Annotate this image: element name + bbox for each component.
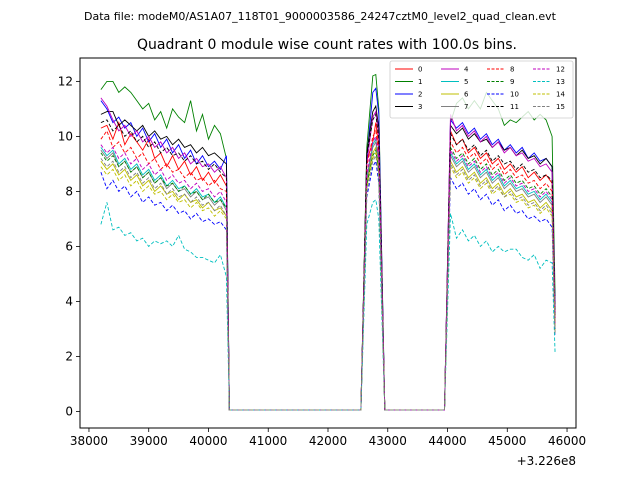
x-tick-label: 40000 [189,434,227,448]
series-line-5 [100,137,556,411]
chart-title: Quadrant 0 module wise count rates with … [137,37,517,53]
x-tick-label: 38000 [70,434,108,448]
x-axis: 38000 39000 40000 41000 42000 43000 44000 45000… [70,428,586,448]
series-line-0 [100,121,556,411]
series-line-4 [100,97,556,411]
legend-label-3: 3 [418,103,422,111]
series-line-3 [100,104,556,411]
x-tick-label: 44000 [428,434,466,448]
legend-label-6: 6 [464,91,469,99]
legend-label-9: 9 [510,78,514,86]
legend-box [389,60,574,119]
y-tick-label: 12 [58,74,73,88]
y-tick-label: 8 [65,184,73,198]
series-layer [100,73,556,411]
x-offset-label: +3.226e8 [517,454,576,468]
legend-label-1: 1 [418,78,422,86]
legend-label-8: 8 [510,66,514,74]
series-line-10 [100,159,556,411]
x-tick-label: 41000 [249,434,287,448]
x-tick-label: 46000 [548,434,586,448]
y-tick-label: 10 [58,129,73,143]
x-tick-label: 42000 [309,434,347,448]
series-line-11 [100,112,556,411]
series-line-1 [100,73,556,411]
legend-label-11: 11 [510,103,519,111]
legend-label-14: 14 [556,91,565,99]
y-tick-label: 4 [65,294,73,308]
legend-label-4: 4 [464,66,469,74]
legend-label-10: 10 [510,91,519,99]
series-line-13 [100,198,556,411]
legend-label-15: 15 [556,103,565,111]
x-tick-label: 45000 [488,434,526,448]
y-tick-label: 2 [65,349,73,363]
y-tick-label: 6 [65,239,73,253]
series-line-12 [100,134,556,411]
legend-label-0: 0 [418,66,422,74]
y-axis: 0 2 4 6 8 10 12 [58,74,80,418]
legend-label-7: 7 [464,103,468,111]
series-line-15 [100,154,556,411]
x-tick-label: 39000 [130,434,168,448]
legend-label-12: 12 [556,66,565,74]
legend-label-5: 5 [464,78,468,86]
plot-area [100,73,556,411]
x-tick-label: 43000 [369,434,407,448]
legend-label-2: 2 [418,91,422,99]
series-line-14 [100,151,556,411]
legend-label-13: 13 [556,78,565,86]
chart-suptitle: Data file: modeM0/AS1A07_118T01_90000035… [84,10,557,23]
y-tick-label: 0 [65,404,73,418]
